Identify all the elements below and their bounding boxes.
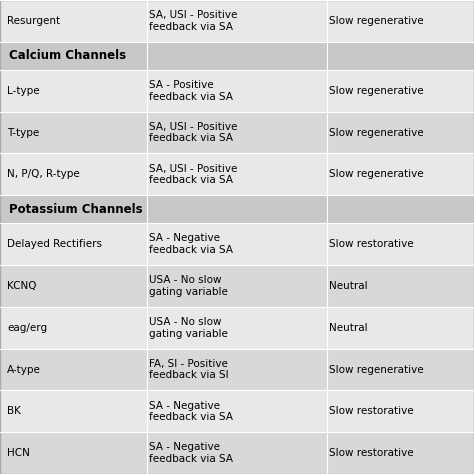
Bar [0,0,474,42]
Text: Slow restorative: Slow restorative [329,239,414,249]
Bar [0,391,474,432]
Bar [0,111,474,154]
Text: A-type: A-type [7,365,41,374]
Text: Slow restorative: Slow restorative [329,448,414,458]
Text: Neutral: Neutral [329,323,368,333]
Text: Delayed Rectifiers: Delayed Rectifiers [7,239,102,249]
Bar [0,195,474,223]
Text: KCNQ: KCNQ [7,281,36,291]
Bar [0,348,474,391]
Text: Slow regenerative: Slow regenerative [329,16,424,26]
Text: SA, USI - Positive
feedback via SA: SA, USI - Positive feedback via SA [149,122,237,143]
Text: USA - No slow
gating variable: USA - No slow gating variable [149,317,228,338]
Text: L-type: L-type [7,86,40,96]
Text: SA, USI - Positive
feedback via SA: SA, USI - Positive feedback via SA [149,10,237,32]
Bar [0,265,474,307]
Bar [0,432,474,474]
Text: Resurgent: Resurgent [7,16,60,26]
Bar [0,42,474,70]
Text: Slow restorative: Slow restorative [329,406,414,416]
Text: SA - Negative
feedback via SA: SA - Negative feedback via SA [149,233,233,255]
Text: SA - Negative
feedback via SA: SA - Negative feedback via SA [149,401,233,422]
Text: BK: BK [7,406,21,416]
Text: Slow regenerative: Slow regenerative [329,128,424,137]
Bar [0,223,474,265]
Text: Calcium Channels: Calcium Channels [9,49,127,62]
Bar [0,70,474,111]
Bar [0,154,474,195]
Bar [0,307,474,348]
Text: Potassium Channels: Potassium Channels [9,203,143,216]
Text: HCN: HCN [7,448,30,458]
Text: USA - No slow
gating variable: USA - No slow gating variable [149,275,228,297]
Text: SA, USI - Positive
feedback via SA: SA, USI - Positive feedback via SA [149,164,237,185]
Text: SA - Negative
feedback via SA: SA - Negative feedback via SA [149,442,233,464]
Text: T-type: T-type [7,128,39,137]
Text: Neutral: Neutral [329,281,368,291]
Text: Slow regenerative: Slow regenerative [329,169,424,179]
Text: SA - Positive
feedback via SA: SA - Positive feedback via SA [149,80,233,101]
Text: Slow regenerative: Slow regenerative [329,365,424,374]
Text: N, P/Q, R-type: N, P/Q, R-type [7,169,80,179]
Text: Slow regenerative: Slow regenerative [329,86,424,96]
Text: eag/erg: eag/erg [7,323,47,333]
Text: FA, SI - Positive
feedback via SI: FA, SI - Positive feedback via SI [149,359,229,380]
